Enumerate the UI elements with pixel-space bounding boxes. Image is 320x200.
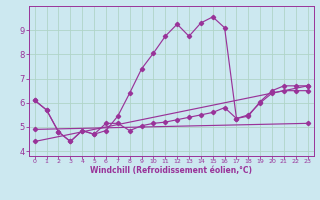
X-axis label: Windchill (Refroidissement éolien,°C): Windchill (Refroidissement éolien,°C) xyxy=(90,166,252,175)
